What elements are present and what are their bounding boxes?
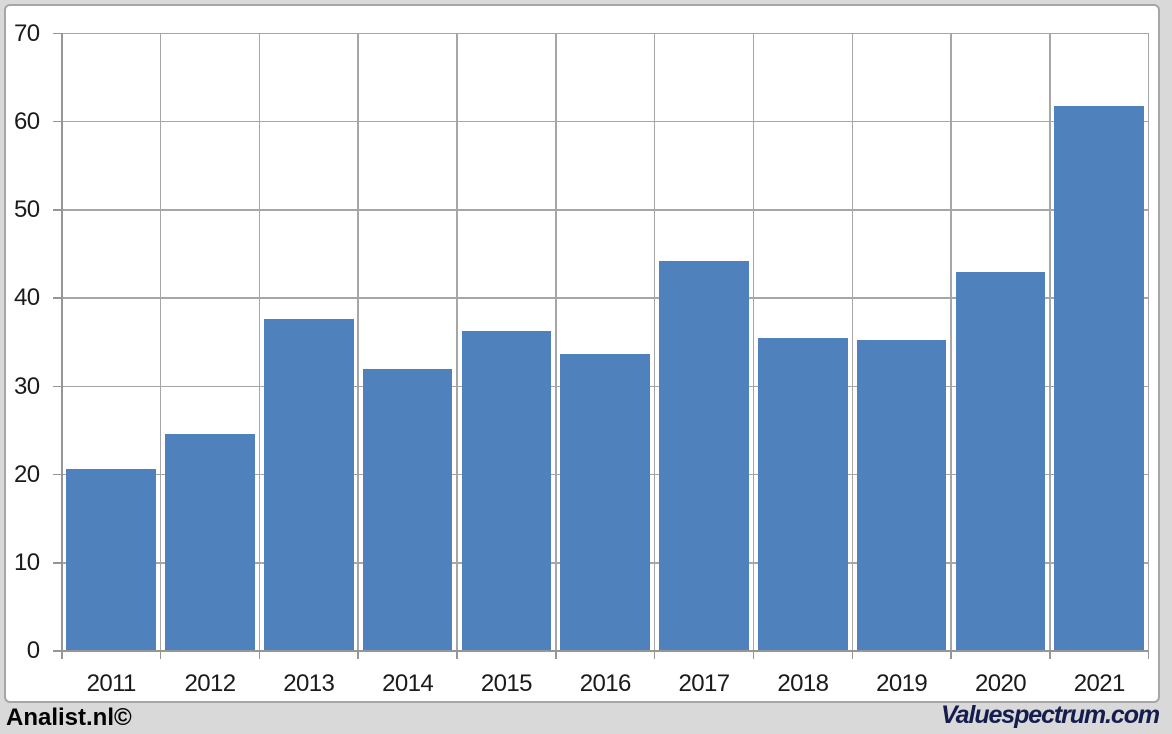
- y-tick-10: [53, 562, 62, 564]
- x-tick-8: [851, 651, 854, 660]
- x-tick-2: [258, 651, 261, 660]
- bar-2016: [560, 353, 651, 652]
- gridline-x-7: [752, 33, 755, 651]
- bar-2015: [461, 330, 552, 652]
- x-tick-1: [159, 651, 162, 660]
- x-tick-label-2018: 2018: [777, 669, 829, 697]
- x-tick-label-2013: 2013: [283, 669, 335, 697]
- y-tick-label-70: 70: [14, 19, 40, 47]
- x-tick-11: [1147, 651, 1150, 660]
- y-tick-label-20: 20: [14, 460, 40, 488]
- x-tick-label-2019: 2019: [876, 669, 928, 697]
- y-tick-label-50: 50: [14, 196, 40, 224]
- y-tick-0: [53, 650, 62, 652]
- bar-2012: [165, 433, 255, 652]
- gridline-x-1: [159, 33, 162, 651]
- bar-2011: [66, 469, 156, 652]
- x-tick-10: [1049, 651, 1051, 660]
- x-tick-label-2011: 2011: [86, 669, 137, 697]
- x-axis-line: [61, 650, 1149, 652]
- x-tick-label-2012: 2012: [184, 669, 236, 697]
- y-tick-50: [53, 209, 62, 211]
- x-tick-9: [950, 651, 952, 660]
- x-tick-7: [752, 651, 755, 660]
- plot-border-right: [1147, 33, 1150, 651]
- bar-2020: [955, 271, 1046, 652]
- gridline-x-8: [851, 33, 854, 651]
- gridline-x-10: [1049, 33, 1051, 651]
- y-axis-line: [61, 33, 63, 652]
- y-tick-60: [53, 120, 62, 123]
- x-tick-4: [456, 651, 458, 660]
- x-tick-label-2021: 2021: [1073, 669, 1126, 697]
- bar-2019: [856, 339, 947, 652]
- gridline-y-50: [61, 209, 1149, 211]
- x-tick-0: [61, 651, 63, 660]
- x-tick-label-2020: 2020: [974, 669, 1027, 697]
- y-tick-label-60: 60: [14, 108, 40, 136]
- gridline-y-60: [61, 120, 1149, 123]
- y-tick-label-0: 0: [26, 637, 40, 665]
- brand-analist: Analist.nl©: [6, 703, 132, 731]
- plot-border-top: [61, 32, 1149, 35]
- y-tick-70: [53, 32, 62, 35]
- gridline-y-40: [61, 297, 1149, 299]
- bar-2014: [362, 368, 453, 652]
- x-tick-3: [357, 651, 359, 660]
- brand-valuespectrum: Valuespectrum.com: [941, 700, 1160, 729]
- x-tick-5: [555, 651, 557, 660]
- y-tick-label-40: 40: [14, 284, 40, 312]
- x-tick-label-2017: 2017: [678, 669, 731, 697]
- y-tick-label-30: 30: [14, 372, 40, 400]
- bar-2021: [1054, 105, 1145, 652]
- gridline-x-6: [653, 33, 656, 651]
- gridline-x-4: [456, 33, 458, 651]
- y-tick-40: [53, 297, 62, 299]
- x-tick-label-2015: 2015: [480, 669, 533, 697]
- chart-panel: 0 10 20 30 40 50 60 70 2011 2012 2013 2014 2015 2016 2…: [4, 4, 1160, 703]
- gridline-x-5: [555, 33, 557, 651]
- bar-2018: [758, 337, 848, 652]
- x-tick-label-2014: 2014: [382, 669, 434, 697]
- bar-2017: [659, 261, 749, 652]
- x-tick-6: [653, 651, 656, 660]
- bar-2013: [264, 319, 354, 652]
- gridline-x-2: [258, 33, 261, 651]
- gridline-x-9: [950, 33, 952, 651]
- y-tick-20: [53, 473, 62, 476]
- y-tick-30: [53, 385, 62, 388]
- gridline-x-3: [357, 33, 359, 651]
- x-tick-label-2016: 2016: [579, 669, 632, 697]
- y-tick-label-10: 10: [14, 549, 40, 577]
